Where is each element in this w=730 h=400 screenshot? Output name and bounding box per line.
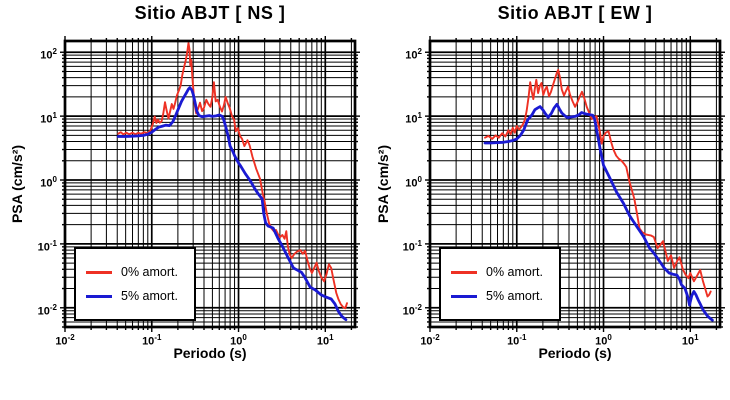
x-tick-label: 100 xyxy=(230,333,247,348)
legend-label-5pct: 5% amort. xyxy=(121,289,178,303)
plot-frame xyxy=(63,39,357,329)
y-tick-label: 100 xyxy=(40,175,57,190)
legend-line-sample-5pct xyxy=(86,294,112,298)
y-tick-label: 10-1 xyxy=(37,238,57,254)
x-tick-label: 10-1 xyxy=(507,333,527,348)
legend-label-5pct: 5% amort. xyxy=(486,289,543,303)
x-tick-label: 100 xyxy=(595,333,612,348)
series-line-5pct xyxy=(483,102,714,322)
x-tick-label: 10-2 xyxy=(55,333,75,348)
x-tick-label: 10-2 xyxy=(420,333,440,348)
y-tick-label: 10-2 xyxy=(402,302,422,318)
series-line-0pct xyxy=(484,68,712,298)
y-tick-label: 102 xyxy=(40,47,57,62)
y-tick-label: 101 xyxy=(40,111,57,126)
y-tick-label: 102 xyxy=(405,47,422,62)
legend-label-0pct: 0% amort. xyxy=(486,265,543,279)
x-tick-label: 101 xyxy=(681,333,699,348)
plot-ew xyxy=(425,36,725,332)
legend-line-sample-0pct xyxy=(451,270,477,274)
y-tick-label: 10-1 xyxy=(402,238,422,254)
plot-ns-title: Sitio ABJT [ NS ] xyxy=(134,3,286,23)
x-tick-label: 10-1 xyxy=(142,333,162,348)
legend-entry-0pct: 0% amort. xyxy=(86,266,194,278)
legend-ns: 0% amort. 5% amort. xyxy=(74,247,196,321)
y-tick-label: 10-2 xyxy=(37,302,57,318)
legend-entry-0pct: 0% amort. xyxy=(451,266,559,278)
legend-ew: 0% amort. 5% amort. xyxy=(439,247,561,321)
legend-entry-5pct: 5% amort. xyxy=(451,290,559,302)
y-tick-label: 101 xyxy=(405,111,422,126)
plot-ew-x-axis-label: Periodo (s) xyxy=(538,345,612,361)
plot-ns-x-axis-label: Periodo (s) xyxy=(173,345,247,361)
y-tick-label: 100 xyxy=(405,175,422,190)
x-tick-label: 101 xyxy=(316,333,334,348)
plot-ew-title: Sitio ABJT [ EW ] xyxy=(497,3,653,23)
legend-label-0pct: 0% amort. xyxy=(121,265,178,279)
series-line-0pct xyxy=(117,41,348,310)
legend-line-sample-5pct xyxy=(451,294,477,298)
legend-entry-5pct: 5% amort. xyxy=(86,290,194,302)
plot-frame xyxy=(428,39,722,329)
series-line-5pct xyxy=(116,86,348,322)
legend-line-sample-0pct xyxy=(86,270,112,274)
